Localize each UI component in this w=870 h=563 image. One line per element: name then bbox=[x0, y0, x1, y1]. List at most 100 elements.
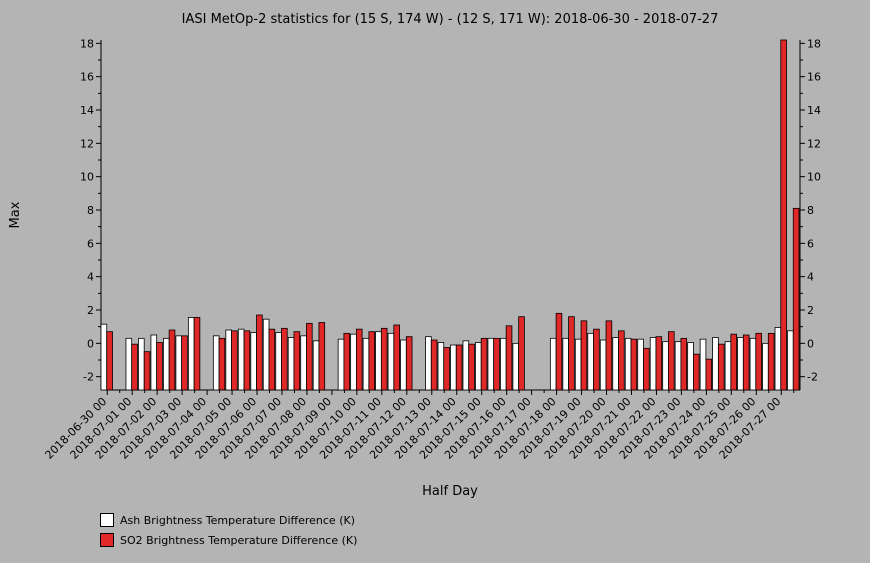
bar-ash bbox=[774, 327, 782, 391]
bar-so2 bbox=[630, 338, 638, 391]
bar-so2 bbox=[705, 358, 713, 391]
bar-so2 bbox=[643, 347, 650, 391]
bar-ash bbox=[125, 337, 133, 391]
bar-ash bbox=[387, 332, 395, 391]
bar-ash bbox=[100, 323, 108, 391]
bar-so2 bbox=[767, 332, 775, 391]
bar-so2 bbox=[655, 336, 663, 391]
bar-so2 bbox=[231, 330, 238, 391]
y-tick-label-left: 8 bbox=[87, 204, 94, 217]
y-tick-label-left: 6 bbox=[87, 237, 94, 250]
bar-so2 bbox=[518, 316, 525, 391]
bar-ash bbox=[375, 331, 382, 391]
bar-ash bbox=[138, 337, 145, 391]
y-tick-label-right: 0 bbox=[807, 337, 814, 350]
bar-ash bbox=[150, 334, 158, 391]
bar-so2 bbox=[693, 353, 700, 391]
bar-ash bbox=[300, 335, 307, 391]
bar-so2 bbox=[568, 316, 575, 391]
bar-so2 bbox=[368, 331, 376, 391]
bar-so2 bbox=[380, 327, 388, 391]
bar-so2 bbox=[181, 335, 188, 391]
bar-ash bbox=[512, 342, 520, 391]
bar-ash bbox=[187, 317, 195, 391]
y-tick-label-left: 18 bbox=[80, 37, 94, 50]
bar-so2 bbox=[343, 332, 351, 391]
y-tick-label-left: 0 bbox=[87, 337, 94, 350]
bar-so2 bbox=[742, 334, 750, 391]
bar-ash bbox=[262, 318, 270, 391]
bar-ash bbox=[649, 337, 657, 391]
bar-so2 bbox=[405, 336, 413, 391]
bar-so2 bbox=[168, 329, 176, 391]
y-tick-label-right: 14 bbox=[807, 104, 821, 117]
bar-so2 bbox=[193, 317, 201, 391]
bar-ash bbox=[400, 339, 407, 391]
bar-ash bbox=[475, 342, 482, 391]
bar-ash bbox=[312, 340, 320, 391]
bar-so2 bbox=[730, 333, 737, 391]
bar-so2 bbox=[218, 337, 226, 391]
bar-ash bbox=[699, 338, 707, 391]
bar-ash bbox=[237, 328, 245, 391]
legend-label-ash: Ash Brightness Temperature Difference (K… bbox=[120, 513, 355, 527]
bar-ash bbox=[787, 330, 794, 391]
bar-ash bbox=[562, 337, 569, 391]
bar-ash bbox=[462, 340, 470, 391]
bar-ash bbox=[362, 337, 370, 391]
bar-so2 bbox=[792, 207, 800, 391]
bar-ash bbox=[275, 332, 282, 391]
y-tick-label-right: 10 bbox=[807, 171, 821, 184]
bar-ash bbox=[287, 337, 295, 391]
bar-ash bbox=[762, 342, 769, 391]
bar-ash bbox=[175, 335, 183, 391]
bar-ash bbox=[337, 338, 345, 391]
bar-so2 bbox=[780, 39, 787, 391]
bar-so2 bbox=[480, 337, 488, 391]
y-tick-label-right: 16 bbox=[807, 71, 821, 84]
bar-ash bbox=[637, 338, 644, 391]
y-tick-label-left: 4 bbox=[87, 271, 94, 284]
bar-so2 bbox=[355, 328, 363, 391]
y-tick-label-left: -2 bbox=[83, 371, 94, 384]
y-tick-label-right: 2 bbox=[807, 304, 814, 317]
bar-so2 bbox=[680, 337, 688, 391]
y-axis-label: Max bbox=[8, 201, 23, 228]
bar-so2 bbox=[131, 343, 138, 391]
legend-item-ash: Ash Brightness Temperature Difference (K… bbox=[100, 513, 355, 527]
bar-ash bbox=[350, 333, 357, 391]
bar-ash bbox=[549, 337, 557, 391]
bar-so2 bbox=[243, 330, 251, 391]
bar-ash bbox=[250, 332, 257, 391]
bar-ash bbox=[500, 337, 507, 391]
legend-swatch-so2 bbox=[100, 533, 114, 547]
bar-ash bbox=[437, 342, 445, 391]
bar-so2 bbox=[293, 331, 301, 391]
bar-ash bbox=[624, 337, 632, 391]
bar-ash bbox=[749, 337, 757, 391]
y-tick-label-left: 14 bbox=[80, 104, 94, 117]
bar-so2 bbox=[281, 327, 288, 391]
bar-so2 bbox=[156, 342, 163, 391]
bar-so2 bbox=[306, 322, 313, 391]
bar-so2 bbox=[106, 331, 113, 391]
y-tick-label-right: 4 bbox=[807, 271, 814, 284]
legend-item-so2: SO2 Brightness Temperature Difference (K… bbox=[100, 533, 357, 547]
bar-ash bbox=[599, 339, 607, 391]
bar-so2 bbox=[443, 347, 450, 391]
y-tick-label-left: 12 bbox=[80, 137, 94, 150]
x-axis-label: Half Day bbox=[422, 484, 478, 499]
bar-so2 bbox=[505, 325, 513, 391]
chart-title: IASI MetOp-2 statistics for (15 S, 174 W… bbox=[182, 12, 719, 27]
bar-so2 bbox=[580, 320, 588, 391]
y-tick-label-right: 12 bbox=[807, 137, 821, 150]
bar-so2 bbox=[755, 332, 762, 391]
legend-label-so2: SO2 Brightness Temperature Difference (K… bbox=[120, 533, 358, 547]
y-tick-label-left: 16 bbox=[80, 71, 94, 84]
bar-ash bbox=[450, 344, 457, 391]
y-tick-label-right: 6 bbox=[807, 237, 814, 250]
bar-ash bbox=[687, 342, 694, 391]
bar-ash bbox=[674, 341, 682, 391]
bar-so2 bbox=[468, 343, 475, 391]
y-tick-label-right: -2 bbox=[807, 371, 818, 384]
